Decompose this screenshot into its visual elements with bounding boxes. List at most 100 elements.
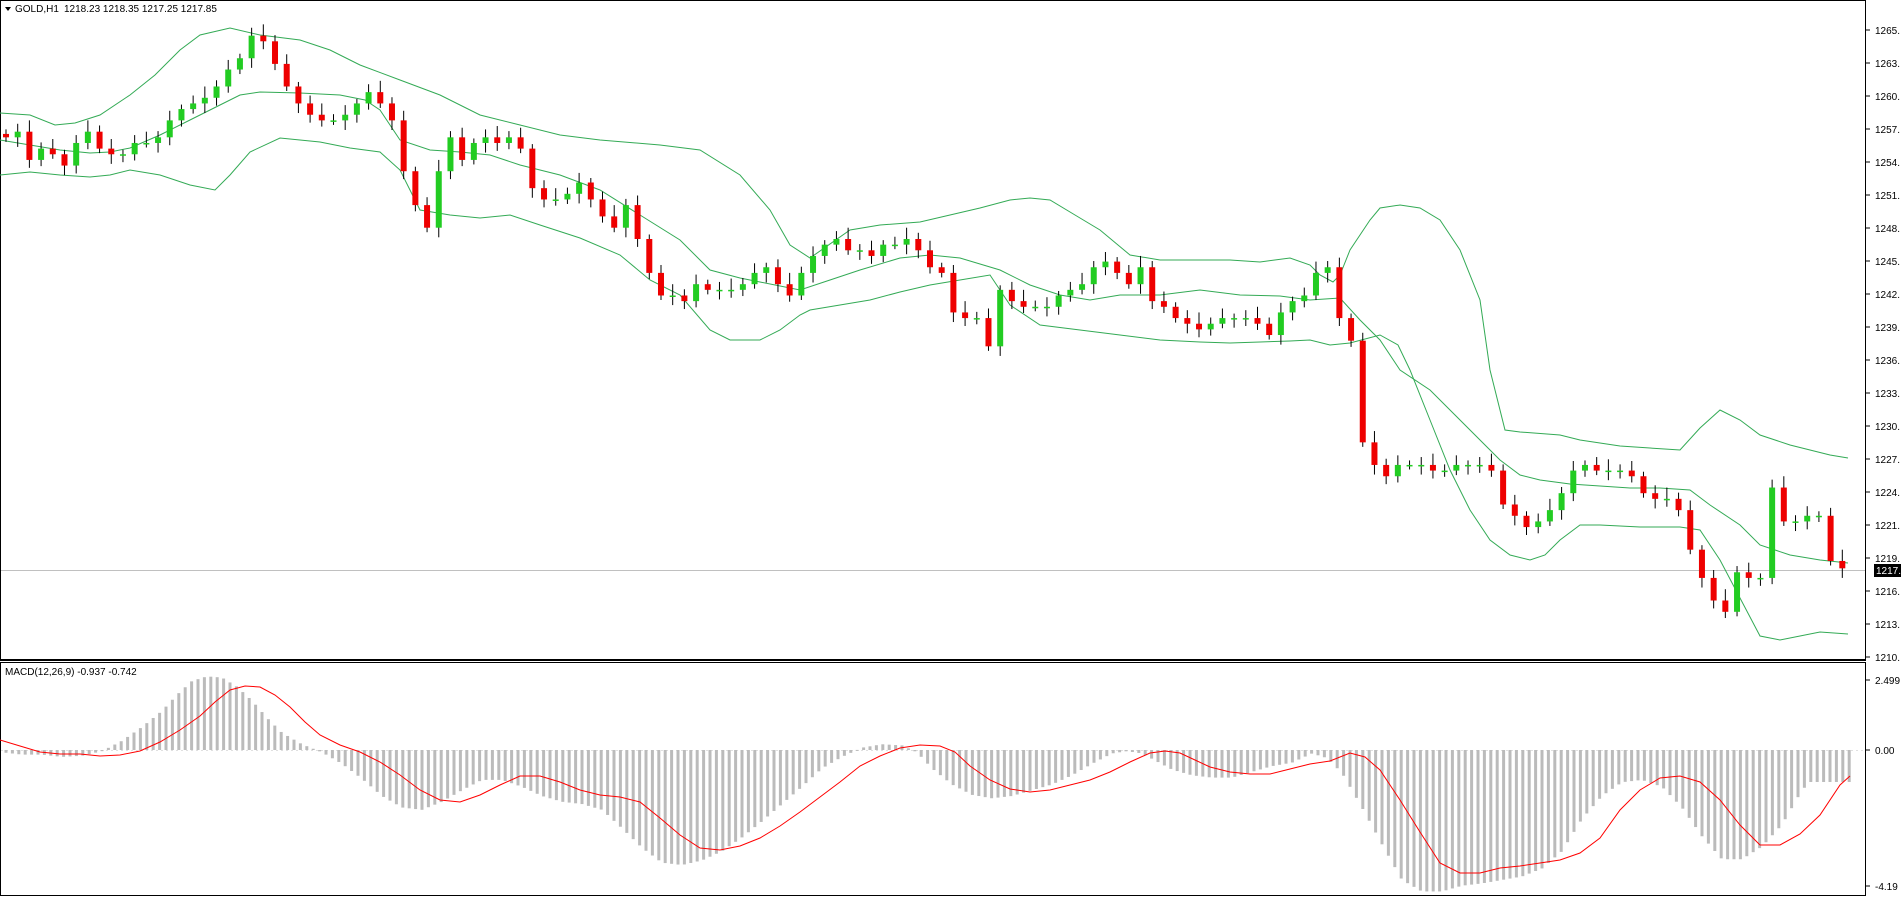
macd-histogram-bar	[1502, 750, 1506, 880]
bull-candle	[1219, 318, 1226, 324]
bull-candle	[1535, 521, 1542, 528]
bull-candle	[739, 284, 746, 290]
bear-candle	[938, 267, 945, 273]
price-axis-label: 1221.	[1875, 521, 1900, 532]
bull-candle	[342, 114, 349, 121]
bull-candle	[1441, 470, 1448, 473]
bull-candle	[1301, 295, 1308, 302]
bull-candle	[751, 272, 758, 285]
bear-candle	[272, 41, 279, 64]
macd-histogram-bar	[1150, 750, 1154, 759]
bull-candle	[178, 109, 185, 121]
macd-histogram-bar	[1418, 750, 1422, 891]
macd-histogram-bar	[1335, 750, 1339, 769]
macd-histogram-bar	[1572, 750, 1576, 832]
macd-histogram-bar	[996, 750, 1000, 798]
bear-candle	[1652, 493, 1659, 499]
bull-candle	[798, 272, 805, 296]
macd-histogram-bar	[292, 739, 296, 750]
macd-pane[interactable]	[0, 662, 1866, 896]
macd-histogram-bar	[119, 741, 123, 750]
bull-candle	[155, 137, 162, 143]
macd-histogram-bar	[1726, 750, 1730, 860]
macd-axis-zero: 0.00	[1875, 746, 1895, 757]
macd-histogram-bar	[1393, 750, 1397, 868]
macd-histogram-bar	[1041, 750, 1045, 788]
macd-histogram-bar	[1674, 750, 1678, 802]
bull-candle	[84, 131, 91, 143]
bull-candle	[119, 154, 126, 156]
macd-histogram-bar	[337, 750, 341, 762]
bear-candle	[927, 250, 933, 268]
macd-histogram-bar	[1310, 750, 1314, 754]
macd-histogram-bar	[490, 750, 494, 780]
macd-histogram-bar	[1431, 750, 1435, 892]
macd-histogram-bar	[471, 750, 475, 785]
bear-candle	[377, 92, 384, 104]
price-axis-label: 1257.	[1875, 125, 1900, 136]
macd-histogram-bar	[1681, 750, 1685, 809]
macd-histogram-bar	[1694, 750, 1698, 828]
bull-candle	[1079, 284, 1086, 290]
macd-header-label: MACD(12,26,9) -0.937 -0.742	[5, 667, 137, 678]
macd-histogram-bar	[414, 750, 418, 810]
macd-histogram-bar	[1316, 750, 1320, 756]
macd-histogram-bar	[1642, 750, 1646, 781]
bull-candle	[1558, 493, 1565, 511]
macd-histogram-bar	[1508, 750, 1512, 879]
bull-candle	[505, 137, 512, 143]
candlestick-series[interactable]	[3, 24, 1846, 619]
macd-histogram-bar	[1342, 750, 1346, 776]
macd-histogram-bar	[1585, 750, 1589, 814]
bear-candle	[61, 154, 68, 166]
macd-histogram-bar	[1623, 750, 1627, 782]
bull-candle	[1804, 515, 1811, 522]
macd-histogram-bar	[138, 728, 142, 750]
macd-histogram-bar	[734, 750, 738, 842]
bull-candle	[1546, 510, 1553, 522]
bear-candle	[1359, 340, 1366, 443]
bear-candle	[49, 148, 56, 155]
macd-histogram-bar	[798, 750, 802, 789]
bull-candle	[330, 120, 337, 122]
dropdown-triangle-icon[interactable]	[5, 7, 11, 11]
macd-histogram-bar	[286, 735, 290, 750]
macd-histogram-bar	[612, 750, 616, 821]
bear-candle	[1839, 560, 1846, 569]
bull-candle	[143, 142, 150, 145]
macd-histogram-bar	[375, 750, 379, 792]
macd-histogram-bar	[356, 750, 360, 776]
macd-histogram-bar	[791, 750, 795, 795]
macd-histogram-bar	[1470, 750, 1474, 885]
bull-candle	[903, 239, 910, 245]
macd-histogram-bar	[1374, 750, 1378, 833]
macd-histogram-bar	[1809, 750, 1813, 782]
macd-histogram-bar	[458, 750, 462, 792]
macd-histogram-bar	[714, 750, 718, 854]
macd-histogram-bar	[362, 750, 366, 781]
bear-candle	[388, 103, 395, 121]
bear-candle	[517, 137, 524, 149]
macd-histogram-bar	[970, 750, 974, 795]
macd-histogram-bar	[1207, 750, 1211, 778]
bear-candle	[260, 35, 267, 42]
bull-candle	[1277, 312, 1284, 336]
bear-candle	[412, 171, 419, 206]
macd-histogram-bar	[62, 750, 66, 757]
macd-histogram-bar	[1802, 750, 1806, 788]
macd-histogram-bar	[1482, 750, 1486, 883]
macd-histogram-bar	[215, 677, 219, 750]
price-pane[interactable]	[0, 0, 1866, 660]
bull-candle	[973, 318, 980, 320]
bull-candle	[14, 131, 21, 138]
bull-candle	[669, 295, 676, 297]
macd-histogram-bar	[1175, 750, 1179, 772]
macd-histogram-bar	[586, 750, 590, 806]
macd-histogram-bar	[202, 677, 206, 750]
macd-histogram-bar	[740, 750, 744, 838]
bull-candle	[1067, 289, 1074, 296]
bear-candle	[1196, 323, 1203, 330]
macd-histogram-bar	[1412, 750, 1416, 887]
macd-histogram-bar	[209, 676, 213, 750]
